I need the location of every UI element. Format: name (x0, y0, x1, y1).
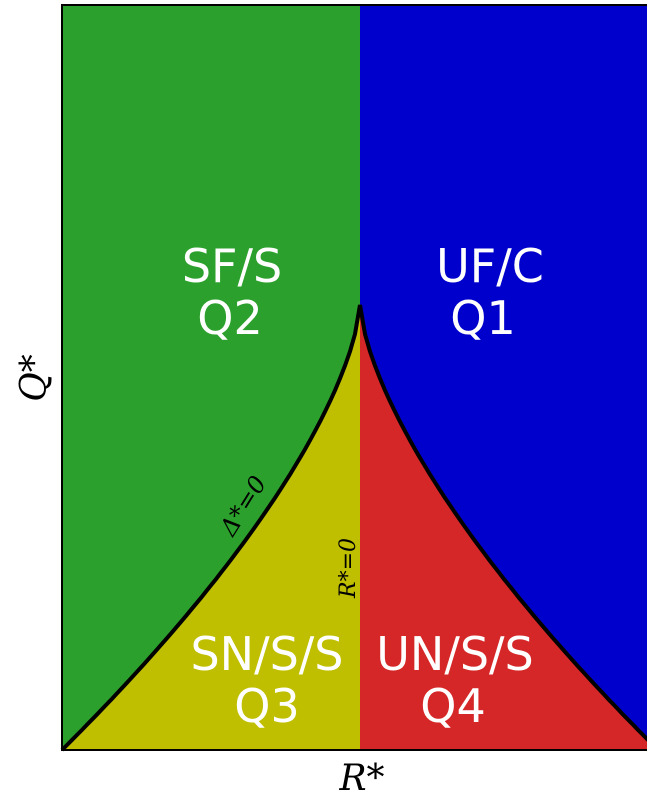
region-q4 (360, 305, 647, 750)
region-quadrant: Q3 (234, 679, 299, 733)
x-axis-label: R* (338, 758, 384, 796)
region-label: UN/S/S (376, 627, 533, 681)
discriminant-curve (60, 304, 647, 752)
y-axis-label: Q* (14, 354, 55, 402)
curve-label: R*=0 (336, 538, 361, 599)
frame (61, 4, 647, 751)
region-quadrant: Q1 (450, 291, 515, 345)
region-q3 (62, 305, 360, 750)
region-label: SN/S/S (190, 627, 343, 681)
region-quadrant: Q2 (197, 291, 262, 345)
region-quadrant: Q4 (420, 679, 485, 733)
region-label: SF/S (182, 239, 282, 293)
region-label: UF/C (436, 239, 544, 293)
